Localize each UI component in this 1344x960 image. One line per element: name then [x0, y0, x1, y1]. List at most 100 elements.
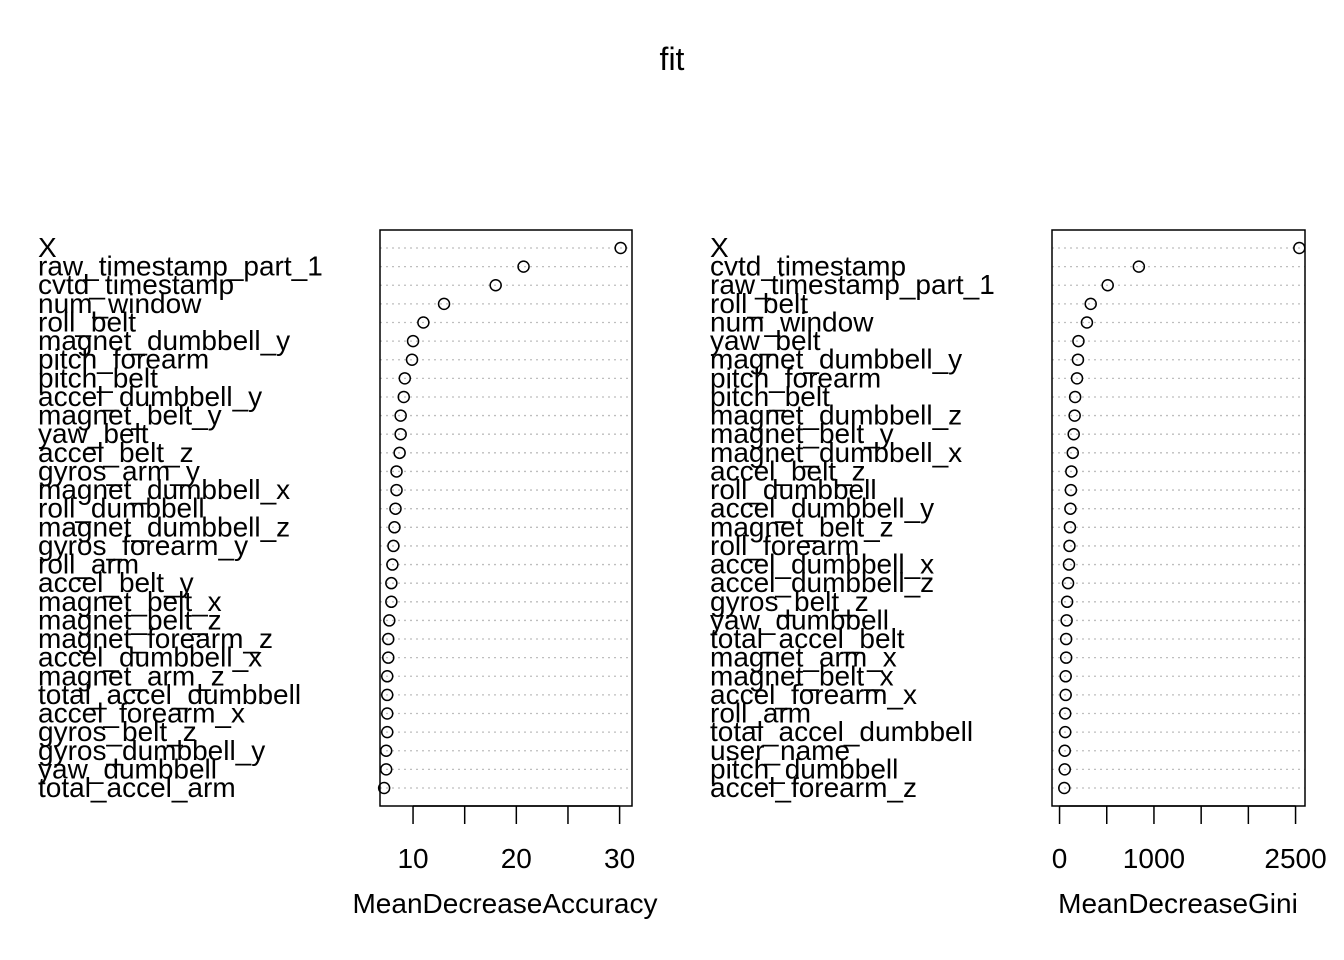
category-label: magnet_belt_x: [38, 586, 222, 617]
x-tick-label: 1000: [1123, 843, 1185, 874]
category-label: pitch_belt: [38, 362, 158, 393]
data-point: [388, 521, 401, 534]
data-point: [1058, 781, 1071, 795]
x-tick-label: 10: [397, 843, 428, 874]
category-label: X: [710, 232, 729, 263]
category-label: roll_forearm: [710, 530, 859, 561]
data-point: [1060, 595, 1074, 609]
plot-frame: [1051, 229, 1306, 807]
category-label: yaw_belt: [38, 418, 149, 449]
data-point: [394, 409, 407, 422]
data-point: [390, 483, 403, 497]
category-label: X: [38, 232, 57, 263]
category-label: yaw_dumbbell: [38, 753, 217, 784]
data-point: [1072, 334, 1085, 348]
data-point: [385, 576, 398, 590]
category-label: accel_forearm_x: [710, 679, 917, 710]
category-label: raw_timestamp_part_1: [38, 251, 323, 282]
category-label: roll_belt: [38, 306, 136, 337]
data-point: [382, 632, 395, 646]
category-label: magnet_arm_z: [38, 660, 225, 691]
data-point: [380, 725, 394, 739]
x-axis-title: MeanDecreaseGini: [1058, 888, 1298, 919]
data-point: [379, 763, 393, 776]
category-label: magnet_belt_y: [38, 400, 222, 431]
category-label: magnet_dumbbell_y: [38, 325, 290, 356]
data-point: [417, 316, 430, 329]
category-label: gyros_dumbbell_y: [38, 735, 265, 766]
category-label: gyros_arm_y: [38, 455, 200, 486]
category-label: pitch_forearm: [710, 362, 881, 393]
data-point: [393, 446, 406, 460]
category-label: gyros_belt_z: [710, 586, 869, 617]
category-label: accel_dumbbell_y: [38, 381, 262, 412]
category-label: magnet_belt_z: [710, 511, 894, 542]
data-point: [1059, 632, 1073, 646]
data-point: [437, 297, 451, 311]
category-label: user_name: [710, 735, 850, 766]
data-point: [1058, 725, 1072, 739]
data-point: [1084, 297, 1097, 311]
data-point: [1060, 614, 1073, 627]
data-point: [1066, 446, 1080, 460]
category-label: accel_forearm_x: [38, 698, 245, 729]
data-point: [517, 260, 530, 273]
x-axis-title: MeanDecreaseAccuracy: [352, 888, 657, 919]
data-point: [383, 614, 396, 627]
x-tick-label: 2500: [1264, 843, 1326, 874]
data-point: [1067, 427, 1080, 441]
category-label: total_accel_dumbbell: [38, 679, 301, 710]
data-point: [1059, 670, 1072, 683]
category-label: accel_belt_y: [38, 567, 194, 598]
data-point: [1068, 390, 1082, 404]
category-label: accel_belt_z: [38, 437, 194, 468]
category-label: accel_dumbbell_z: [710, 567, 934, 598]
category-label: total_accel_arm: [38, 772, 236, 803]
category-label: yaw_belt: [710, 325, 821, 356]
data-point: [398, 372, 412, 385]
data-point: [390, 465, 403, 478]
data-point: [380, 707, 394, 720]
data-point: [1070, 372, 1084, 385]
category-label: magnet_arm_x: [710, 642, 897, 673]
data-point: [382, 651, 395, 664]
data-point: [385, 595, 398, 609]
accuracy-panel: Xraw_timestamp_part_1cvtd_timestampnum_w…: [38, 229, 658, 919]
data-point: [380, 688, 394, 702]
category-label: magnet_dumbbell_x: [710, 437, 962, 468]
category-label: pitch_forearm: [38, 344, 209, 375]
category-label: num_window: [710, 306, 874, 337]
category-label: roll_belt: [710, 288, 808, 319]
category-label: magnet_dumbbell_z: [710, 400, 962, 431]
gini-panel: Xcvtd_timestampraw_timestamp_part_1roll_…: [710, 229, 1327, 919]
category-label: magnet_dumbbell_z: [38, 511, 290, 542]
data-point: [1059, 651, 1073, 664]
plot-frame: [379, 229, 633, 807]
category-label: pitch_belt: [710, 381, 830, 412]
category-label: accel_forearm_z: [710, 772, 917, 803]
data-point: [1058, 744, 1071, 758]
x-tick-label: 30: [604, 843, 635, 874]
category-label: magnet_belt_x: [710, 660, 894, 691]
data-point: [394, 427, 407, 441]
category-label: yaw_dumbbell: [710, 604, 889, 635]
data-point: [1063, 521, 1077, 534]
category-label: cvtd_timestamp: [710, 251, 906, 282]
category-label: pitch_dumbbell: [710, 753, 898, 784]
data-point: [489, 278, 502, 292]
data-point: [1059, 688, 1072, 702]
category-label: raw_timestamp_part_1: [710, 269, 995, 300]
data-point: [397, 390, 411, 404]
category-label: magnet_dumbbell_x: [38, 474, 290, 505]
category-label: magnet_forearm_z: [38, 623, 273, 654]
data-point: [1101, 278, 1114, 292]
data-point: [1065, 465, 1078, 478]
category-label: total_accel_dumbbell: [710, 716, 973, 747]
category-label: accel_dumbbell_y: [710, 493, 934, 524]
category-label: magnet_belt_y: [710, 418, 894, 449]
category-label: accel_dumbbell_x: [710, 549, 934, 580]
category-label: gyros_belt_z: [38, 716, 197, 747]
category-label: magnet_belt_z: [38, 604, 222, 635]
data-point: [1061, 576, 1075, 590]
